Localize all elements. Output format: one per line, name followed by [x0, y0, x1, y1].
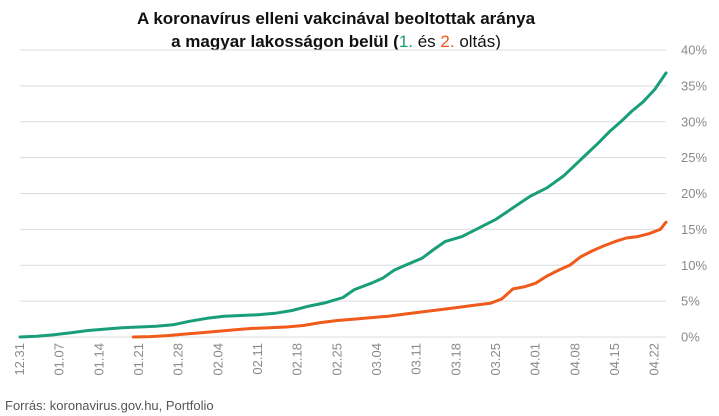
chart-title-first-dose: 1. — [399, 32, 413, 51]
x-tick-label: 01.14 — [91, 343, 106, 376]
series-line-second-dose — [131, 220, 668, 339]
x-tick-label: 03.04 — [369, 343, 384, 376]
x-tick-label: 04.22 — [647, 343, 662, 376]
x-tick-label: 04.01 — [528, 343, 543, 376]
x-tick-label: 02.18 — [290, 343, 305, 376]
y-tick-label: 10% — [681, 258, 707, 273]
chart-title-line-2-prefix: a magyar lakosságon belül ( — [171, 32, 399, 51]
chart-title-line-1: A koronavírus elleni vakcinával beoltott… — [137, 9, 536, 28]
series-lines — [18, 71, 668, 339]
x-tick-label: 04.08 — [567, 343, 582, 376]
x-tick-label: 03.18 — [448, 343, 463, 376]
y-tick-label: 25% — [681, 150, 707, 165]
chart-title-line-2-suffix: oltás) — [455, 32, 501, 51]
chart-title-second-dose: 2. — [440, 32, 454, 51]
x-tick-label: 02.11 — [250, 343, 265, 375]
x-tick-label: 01.07 — [52, 343, 67, 376]
x-tick-label: 02.25 — [329, 343, 344, 376]
x-tick-label: 02.04 — [210, 343, 225, 376]
series-line-first-dose — [18, 71, 668, 339]
x-tick-label: 01.28 — [171, 343, 186, 376]
chart-title-line-2-mid: és — [413, 32, 440, 51]
y-tick-label: 35% — [681, 78, 707, 93]
x-tick-label: 04.15 — [607, 343, 622, 376]
x-tick-labels: 12.31 01.07 01.14 01.21 01.28 02.04 02.11 02.18… — [12, 343, 662, 376]
y-gridlines — [20, 49, 666, 338]
x-tick-label: 03.11 — [409, 343, 424, 375]
y-tick-label: 5% — [681, 294, 700, 309]
y-tick-label: 30% — [681, 114, 707, 129]
y-tick-label: 15% — [681, 222, 707, 237]
x-tick-label: 12.31 — [12, 343, 27, 376]
y-tick-label: 20% — [681, 186, 707, 201]
x-tick-label: 03.25 — [488, 343, 503, 376]
y-tick-label: 40% — [681, 43, 707, 58]
chart-title-line-2: a magyar lakosságon belül (1. és 2. oltá… — [171, 32, 501, 51]
y-tick-label: 0% — [681, 330, 700, 345]
chart-source: Forrás: koronavirus.gov.hu, Portfolio — [5, 398, 214, 413]
x-tick-label: 01.21 — [131, 343, 146, 376]
y-tick-labels: 0% 5% 10% 15% 20% 25% 30% 35% 40% — [681, 43, 707, 345]
